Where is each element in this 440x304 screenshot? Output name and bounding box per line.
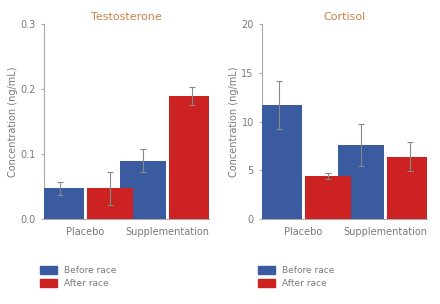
Bar <box>87 188 133 219</box>
Bar <box>256 105 301 219</box>
Y-axis label: Concentration (ng/mL): Concentration (ng/mL) <box>7 66 18 177</box>
Legend: Before race, After race: Before race, After race <box>258 266 334 288</box>
Bar <box>120 161 166 219</box>
Title: Cortisol: Cortisol <box>323 12 366 22</box>
Bar <box>338 145 384 219</box>
Bar <box>169 96 215 219</box>
Bar <box>37 188 84 219</box>
Y-axis label: Concentration (ng/mL): Concentration (ng/mL) <box>228 66 238 177</box>
Title: Testosterone: Testosterone <box>91 12 162 22</box>
Bar <box>387 157 433 219</box>
Legend: Before race, After race: Before race, After race <box>40 266 116 288</box>
Bar <box>305 176 351 219</box>
